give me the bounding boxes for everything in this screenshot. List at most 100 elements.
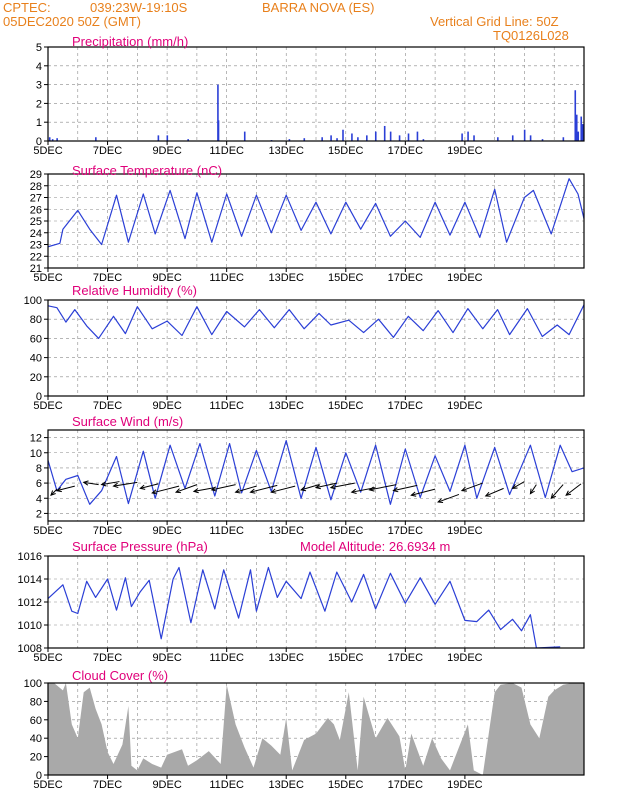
y-tick-label: 1 xyxy=(36,117,42,129)
header-coords: 039:23W-19:10S xyxy=(90,0,188,15)
x-tick-label: 7DEC xyxy=(93,145,122,157)
y-tick-label: 23 xyxy=(30,240,42,252)
series-line xyxy=(48,178,584,248)
y-tick-label: 1008 xyxy=(18,643,42,655)
precip-bar xyxy=(580,116,583,141)
y-tick-label: 28 xyxy=(30,181,42,193)
x-tick-label: 17DEC xyxy=(388,145,424,157)
wind-arrow-head xyxy=(529,488,535,495)
panel-3: 0 20 40 60 80 100 5DEC 7DEC 9DEC 11DEC 13DEC 15DEC 1… xyxy=(24,283,585,412)
x-tick-label: 17DEC xyxy=(388,525,424,537)
x-tick-label: 17DEC xyxy=(388,400,424,412)
x-tick-label: 5DEC xyxy=(33,145,62,157)
wind-arrow xyxy=(56,485,75,492)
x-tick-label: 19DEC xyxy=(447,145,483,157)
wind-arrow xyxy=(211,484,236,491)
wind-arrow-head xyxy=(234,488,241,494)
y-tick-label: 100 xyxy=(24,678,42,690)
wind-arrow-head xyxy=(50,490,56,497)
panel-title: Surface Pressure (hPa) xyxy=(72,539,208,554)
wind-arrow-head xyxy=(565,490,572,496)
x-tick-label: 15DEC xyxy=(328,525,364,537)
header-grid-note: Vertical Grid Line: 50Z xyxy=(430,14,559,29)
precip-bar xyxy=(217,84,219,141)
wind-arrow-head xyxy=(484,491,491,497)
precip-bar xyxy=(461,133,463,141)
series-line xyxy=(48,440,584,505)
precip-bar xyxy=(330,135,332,141)
y-tick-label: 25 xyxy=(30,216,42,228)
precip-bar xyxy=(575,114,578,141)
x-tick-label: 7DEC xyxy=(93,400,122,412)
precip-bar xyxy=(366,135,368,141)
wind-arrow-head xyxy=(392,487,399,493)
y-tick-label: 21 xyxy=(30,263,42,275)
precip-bar xyxy=(577,131,580,141)
precip-bar xyxy=(467,131,469,141)
x-tick-label: 11DEC xyxy=(209,400,244,412)
y-tick-label: 29 xyxy=(30,169,42,181)
wind-arrow-head xyxy=(437,498,444,504)
x-tick-label: 13DEC xyxy=(268,272,304,284)
wind-arrow xyxy=(175,484,198,493)
x-tick-label: 9DEC xyxy=(152,145,181,157)
precip-bar xyxy=(95,137,97,141)
panel-subtitle: Model Altitude: 26.6934 m xyxy=(300,539,450,554)
x-tick-label: 19DEC xyxy=(447,779,483,791)
wind-arrow xyxy=(411,488,436,496)
precip-bar xyxy=(541,139,544,141)
y-tick-label: 12 xyxy=(30,433,42,445)
wind-arrow-head xyxy=(410,491,417,497)
x-tick-label: 9DEC xyxy=(152,525,181,537)
wind-arrow xyxy=(529,484,537,494)
wind-arrow xyxy=(140,483,159,489)
precip-bar xyxy=(523,129,526,141)
y-tick-label: 60 xyxy=(30,333,42,345)
precip-bar xyxy=(243,131,246,141)
panel-title: Cloud Cover (%) xyxy=(72,668,168,683)
wind-arrow-head xyxy=(100,481,107,487)
x-tick-label: 13DEC xyxy=(268,652,304,664)
wind-arrow-head xyxy=(192,488,199,494)
x-tick-label: 19DEC xyxy=(447,400,483,412)
x-tick-label: 11DEC xyxy=(209,779,244,791)
precip-bar xyxy=(51,139,54,141)
precip-bar xyxy=(562,137,565,141)
precip-bar xyxy=(473,135,475,141)
x-tick-label: 15DEC xyxy=(328,779,364,791)
x-tick-label: 15DEC xyxy=(328,272,364,284)
wind-arrow-head xyxy=(174,488,182,494)
y-tick-label: 20 xyxy=(30,752,42,764)
x-tick-label: 9DEC xyxy=(152,779,181,791)
x-tick-label: 11DEC xyxy=(209,525,244,537)
x-tick-label: 13DEC xyxy=(268,525,304,537)
x-tick-label: 5DEC xyxy=(33,272,62,284)
header-source: CPTEC: xyxy=(3,0,51,15)
x-tick-label: 5DEC xyxy=(33,400,62,412)
wind-arrow xyxy=(271,485,296,493)
series-line xyxy=(48,304,584,339)
wind-arrow xyxy=(315,482,337,489)
wind-arrow-head xyxy=(210,486,217,492)
precip-bar xyxy=(187,139,189,141)
x-tick-label: 5DEC xyxy=(33,652,62,664)
x-tick-label: 15DEC xyxy=(328,400,364,412)
y-tick-label: 40 xyxy=(30,353,42,365)
wind-arrow-head xyxy=(270,488,277,494)
chart-header: CPTEC: 039:23W-19:10S BARRA NOVA (ES) 05… xyxy=(0,0,618,46)
x-tick-label: 19DEC xyxy=(447,525,483,537)
x-tick-label: 9DEC xyxy=(152,400,181,412)
x-tick-label: 17DEC xyxy=(388,779,424,791)
precip-bar xyxy=(374,131,377,141)
y-tick-label: 2 xyxy=(36,98,42,110)
wind-arrow xyxy=(193,487,215,492)
wind-arrow xyxy=(461,482,483,492)
header-code: TQ0126L028 xyxy=(493,28,569,43)
wind-arrow-head xyxy=(300,486,307,492)
x-tick-label: 9DEC xyxy=(152,272,181,284)
x-tick-label: 7DEC xyxy=(93,779,122,791)
wind-arrow xyxy=(437,493,460,503)
precip-bar xyxy=(497,137,499,141)
